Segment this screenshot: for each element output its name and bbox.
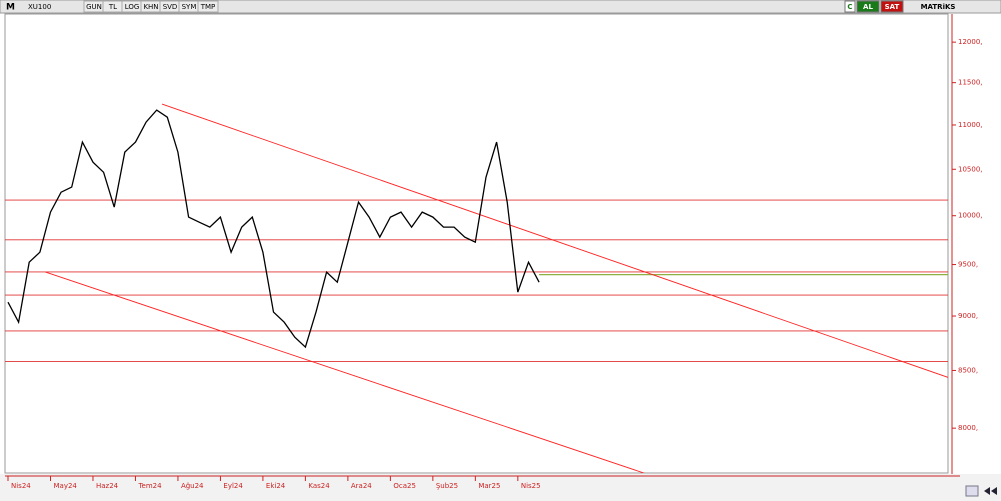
x-tick-label: Ağu24 (181, 482, 204, 490)
plot-area (4, 13, 949, 474)
toolbar-button-label[interactable]: AL (863, 3, 873, 11)
toolbar (0, 0, 1001, 14)
toolbar-button[interactable] (856, 0, 880, 13)
toolbar-button-label[interactable]: LOG (125, 3, 140, 11)
x-tick-label: Mar25 (478, 482, 500, 490)
y-tick-label: 10000, (958, 212, 983, 220)
toolbar-button[interactable] (197, 0, 219, 13)
y-tick-label: 8500, (958, 366, 978, 374)
price-line (7, 109, 540, 349)
x-tick-label: Ara24 (351, 482, 372, 490)
y-tick-label: 9000, (958, 312, 978, 320)
x-tick-label: Kas24 (308, 482, 330, 490)
toolbar-buttons: GUN TL LOG KHN SVD SYM TMP C AL SAT (83, 0, 904, 13)
symbol: XU100 (28, 3, 51, 11)
toolbar-button-label[interactable]: TMP (200, 3, 216, 11)
x-tick-label: Eyl24 (223, 482, 243, 490)
x-tick-label: Oca25 (393, 482, 416, 490)
x-tick-label: Nis25 (521, 482, 541, 490)
toolbar-button-label[interactable]: GUN (86, 3, 102, 11)
nav-button[interactable] (965, 485, 979, 497)
y-tick-label: 9500, (958, 261, 978, 269)
x-axis-strip (0, 474, 1001, 501)
trend-line (45, 271, 646, 473)
x-tick-label: Nis24 (11, 482, 31, 490)
plot (5, 103, 948, 473)
nav-arrows[interactable] (984, 487, 997, 495)
logo: M (6, 3, 15, 13)
toolbar-button-label[interactable]: SVD (163, 3, 178, 11)
x-tick-label: May24 (53, 482, 77, 490)
y-tick-label: 11000, (958, 121, 983, 129)
trend-line (161, 103, 948, 378)
x-tick-label: Şub25 (436, 482, 458, 490)
toolbar-button-label[interactable]: SAT (885, 3, 900, 11)
toolbar-button[interactable] (844, 0, 856, 13)
toolbar-button-label[interactable]: C (847, 3, 852, 11)
toolbar-button-label[interactable]: SYM (182, 3, 197, 11)
x-tick-label: Haz24 (96, 482, 119, 490)
y-tick-label: 12000, (958, 38, 983, 46)
y-tick-label: 8000, (958, 424, 978, 432)
toolbar-button[interactable] (880, 0, 904, 13)
x-tick-label: Tem24 (137, 482, 162, 490)
toolbar-button-label[interactable]: KHN (143, 3, 158, 11)
y-tick-label: 10500, (958, 165, 983, 173)
y-tick-label: 11500, (958, 79, 983, 87)
brand[interactable]: MATRiKS (921, 3, 956, 11)
toolbar-button-label[interactable]: TL (108, 3, 117, 11)
x-tick-label: Eki24 (266, 482, 286, 490)
